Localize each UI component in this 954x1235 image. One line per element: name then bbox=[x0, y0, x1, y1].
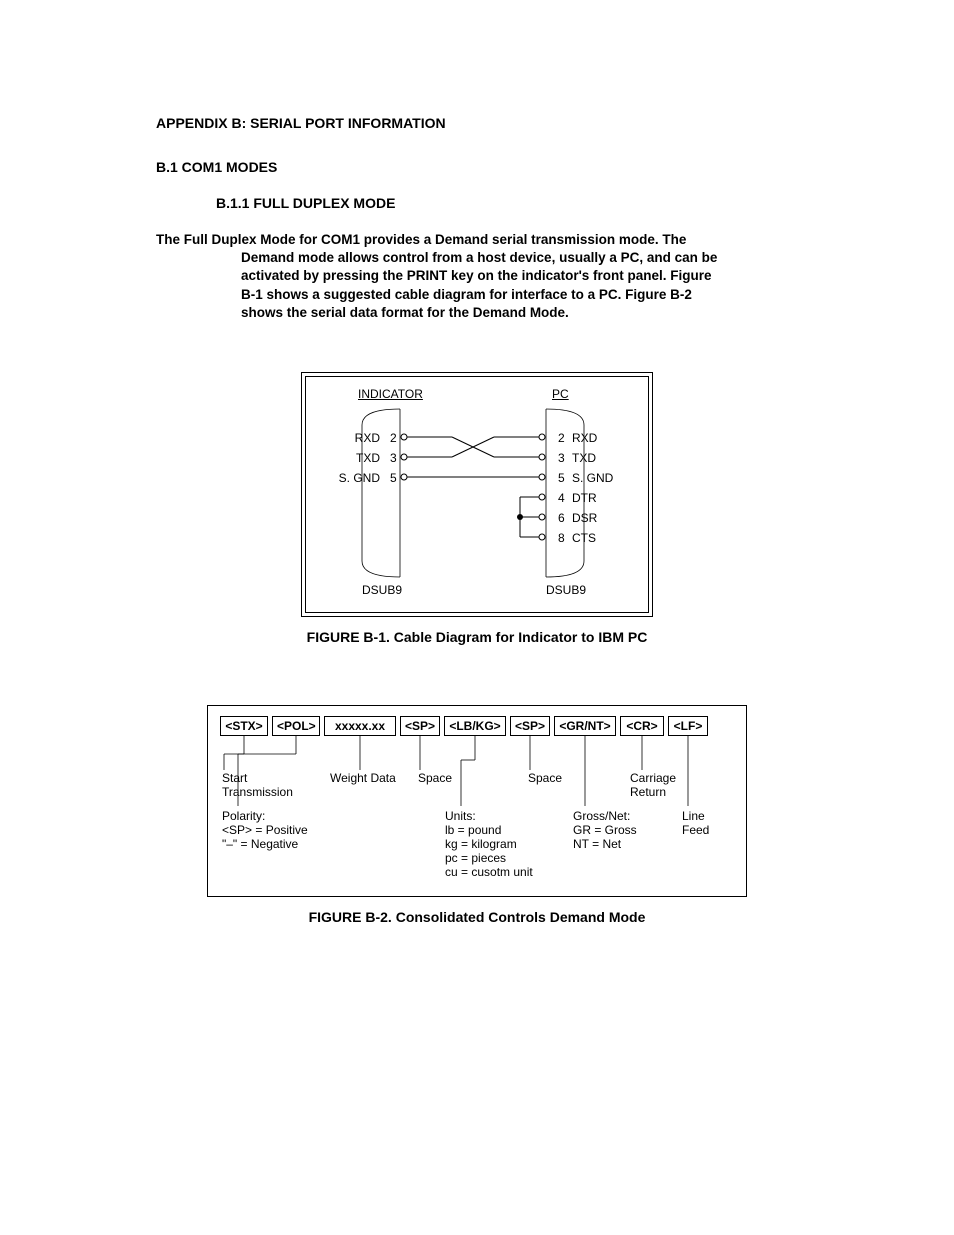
svg-text:Polarity:: Polarity: bbox=[222, 809, 265, 823]
para-line: B-1 shows a suggested cable diagram for … bbox=[241, 286, 798, 304]
para-line: activated by pressing the PRINT key on t… bbox=[241, 267, 798, 285]
svg-text:Transmission: Transmission bbox=[222, 785, 293, 799]
svg-text:Start: Start bbox=[222, 771, 248, 785]
token-row: <STX><POL>xxxxx.xx<SP><LB/KG><SP><GR/NT>… bbox=[220, 716, 734, 736]
format-token: <GR/NT> bbox=[554, 716, 616, 736]
format-token: <POL> bbox=[272, 716, 320, 736]
para-line: shows the serial data format for the Dem… bbox=[241, 304, 798, 322]
svg-text:<SP> = Positive: <SP> = Positive bbox=[222, 823, 308, 837]
figure-b1-caption: FIGURE B-1. Cable Diagram for Indicator … bbox=[301, 629, 653, 645]
svg-text:cu = cusotm unit: cu = cusotm unit bbox=[445, 865, 533, 879]
format-token: <SP> bbox=[400, 716, 440, 736]
format-token: <CR> bbox=[620, 716, 664, 736]
cable-diagram-box: INDICATOR PC RXD 2 TXD 3 S. GND 5 2 RXD … bbox=[301, 372, 653, 617]
svg-text:Space: Space bbox=[528, 771, 562, 785]
svg-text:Weight Data: Weight Data bbox=[330, 771, 396, 785]
figure-b2: <STX><POL>xxxxx.xx<SP><LB/KG><SP><GR/NT>… bbox=[207, 705, 747, 925]
svg-text:pc = pieces: pc = pieces bbox=[445, 851, 506, 865]
data-format-box: <STX><POL>xxxxx.xx<SP><LB/KG><SP><GR/NT>… bbox=[207, 705, 747, 897]
heading-appendix: APPENDIX B: SERIAL PORT INFORMATION bbox=[156, 115, 798, 131]
format-token: xxxxx.xx bbox=[324, 716, 396, 736]
svg-text:NT = Net: NT = Net bbox=[573, 837, 622, 851]
svg-text:kg = kilogram: kg = kilogram bbox=[445, 837, 517, 851]
cable-diagram-svg bbox=[302, 373, 654, 618]
document-page: APPENDIX B: SERIAL PORT INFORMATION B.1 … bbox=[0, 0, 954, 1235]
format-token: <SP> bbox=[510, 716, 550, 736]
svg-text:Units:: Units: bbox=[445, 809, 476, 823]
para-line: The Full Duplex Mode for COM1 provides a… bbox=[156, 231, 798, 249]
figure-b1: INDICATOR PC RXD 2 TXD 3 S. GND 5 2 RXD … bbox=[301, 372, 653, 645]
svg-text:"–" = Negative: "–" = Negative bbox=[222, 837, 299, 851]
svg-text:Space: Space bbox=[418, 771, 452, 785]
svg-text:Gross/Net:: Gross/Net: bbox=[573, 809, 630, 823]
data-format-connectors: StartTransmission Weight Data Space Space Ca… bbox=[220, 736, 736, 886]
format-token: <LF> bbox=[668, 716, 708, 736]
para-line: Demand mode allows control from a host d… bbox=[241, 249, 798, 267]
svg-text:Line: Line bbox=[682, 809, 705, 823]
svg-text:Carriage: Carriage bbox=[630, 771, 676, 785]
svg-text:Return: Return bbox=[630, 785, 666, 799]
heading-b1: B.1 COM1 MODES bbox=[156, 159, 798, 175]
svg-text:GR = Gross: GR = Gross bbox=[573, 823, 637, 837]
paragraph: The Full Duplex Mode for COM1 provides a… bbox=[156, 231, 798, 322]
format-token: <LB/KG> bbox=[444, 716, 506, 736]
svg-text:Feed: Feed bbox=[682, 823, 709, 837]
svg-text:lb = pound: lb = pound bbox=[445, 823, 501, 837]
format-token: <STX> bbox=[220, 716, 268, 736]
figure-b2-caption: FIGURE B-2. Consolidated Controls Demand… bbox=[207, 909, 747, 925]
heading-b11: B.1.1 FULL DUPLEX MODE bbox=[216, 195, 798, 211]
